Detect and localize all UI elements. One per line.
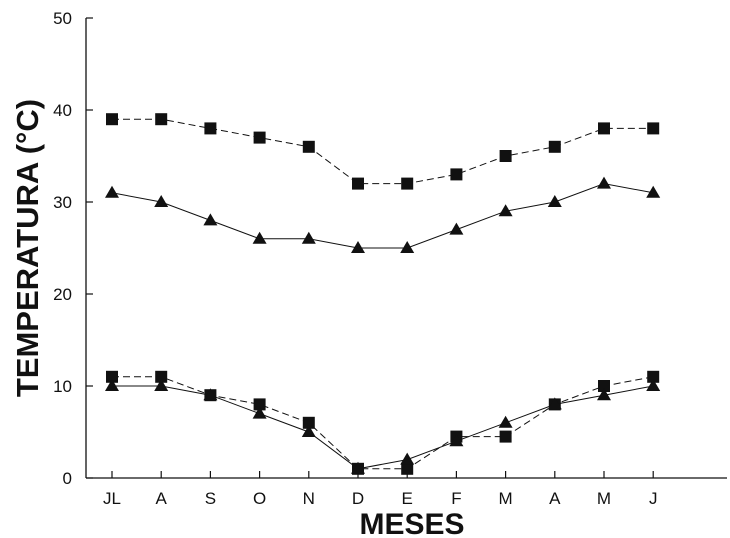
- y-tick-label: 0: [63, 469, 72, 488]
- data-point-triangle: [252, 231, 267, 244]
- data-point-square: [253, 131, 266, 144]
- y-tick-label: 50: [53, 9, 72, 28]
- x-tick-label: M: [499, 489, 513, 508]
- series-layer: [105, 113, 661, 475]
- data-point-square: [499, 430, 512, 443]
- data-point-triangle: [351, 461, 365, 474]
- data-point-triangle: [301, 425, 316, 437]
- x-tick-label: A: [549, 489, 561, 508]
- x-axis-title: MESES: [359, 508, 464, 538]
- data-point-triangle: [547, 195, 562, 207]
- data-point-triangle: [301, 231, 316, 244]
- axes: 0 10 20 30 40 50 JL A S O N D E F M A M J: [53, 9, 727, 508]
- series-3-line: [112, 376, 654, 470]
- data-point-square: [647, 370, 660, 383]
- data-point-triangle: [646, 379, 661, 391]
- data-point-triangle: [105, 379, 119, 391]
- data-point-square: [106, 113, 118, 126]
- x-tick-label: M: [597, 489, 611, 508]
- series-3: [106, 370, 660, 475]
- data-point-triangle: [105, 185, 119, 198]
- data-point-triangle: [449, 222, 464, 235]
- x-tick-label: F: [451, 489, 461, 508]
- data-point-triangle: [203, 388, 218, 401]
- data-point-square: [598, 380, 610, 392]
- data-point-triangle: [203, 213, 218, 226]
- data-point-square: [253, 398, 266, 411]
- series-4: [105, 379, 661, 474]
- data-point-triangle: [547, 397, 562, 410]
- y-tick-label: 20: [53, 285, 72, 304]
- data-point-triangle: [154, 195, 169, 207]
- data-point-square: [155, 113, 168, 126]
- data-point-square: [302, 416, 315, 429]
- data-point-square: [204, 122, 217, 135]
- y-tick-label: 10: [53, 377, 72, 396]
- data-point-triangle: [597, 388, 611, 401]
- y-tick-label: 40: [53, 101, 72, 120]
- data-point-triangle: [400, 452, 415, 465]
- y-tick-label: 30: [53, 193, 72, 212]
- data-point-square: [302, 140, 315, 153]
- data-point-square: [450, 168, 463, 181]
- data-point-triangle: [498, 415, 513, 428]
- data-point-triangle: [351, 241, 365, 253]
- data-point-square: [352, 177, 364, 190]
- x-tick-label: JL: [103, 489, 121, 508]
- x-tick-label: O: [253, 489, 266, 508]
- series-2-line: [111, 183, 654, 249]
- series-2: [105, 176, 661, 253]
- data-point-square: [598, 122, 610, 135]
- data-point-triangle: [597, 176, 611, 189]
- series-1-line: [112, 118, 654, 185]
- x-tick-label: E: [402, 489, 413, 508]
- data-point-triangle: [400, 241, 415, 253]
- data-point-triangle: [646, 185, 661, 198]
- data-point-square: [548, 140, 561, 153]
- x-tick-label: N: [303, 489, 315, 508]
- data-point-square: [401, 177, 414, 190]
- data-point-square: [106, 370, 118, 383]
- data-point-square: [499, 150, 512, 162]
- data-point-square: [647, 122, 660, 135]
- data-point-square: [401, 462, 414, 475]
- series-4-line: [112, 385, 654, 470]
- data-point-triangle: [449, 434, 464, 447]
- data-point-square: [155, 370, 168, 383]
- data-point-triangle: [154, 379, 169, 391]
- x-tick-label: S: [205, 489, 216, 508]
- x-tick-label: J: [649, 489, 658, 508]
- data-point-triangle: [252, 406, 267, 419]
- x-tick-label: A: [156, 489, 168, 508]
- data-point-triangle: [498, 204, 513, 217]
- x-tick-label: D: [352, 489, 364, 508]
- y-axis-title: TEMPERATURA (°C): [10, 99, 45, 397]
- series-1: [106, 113, 660, 190]
